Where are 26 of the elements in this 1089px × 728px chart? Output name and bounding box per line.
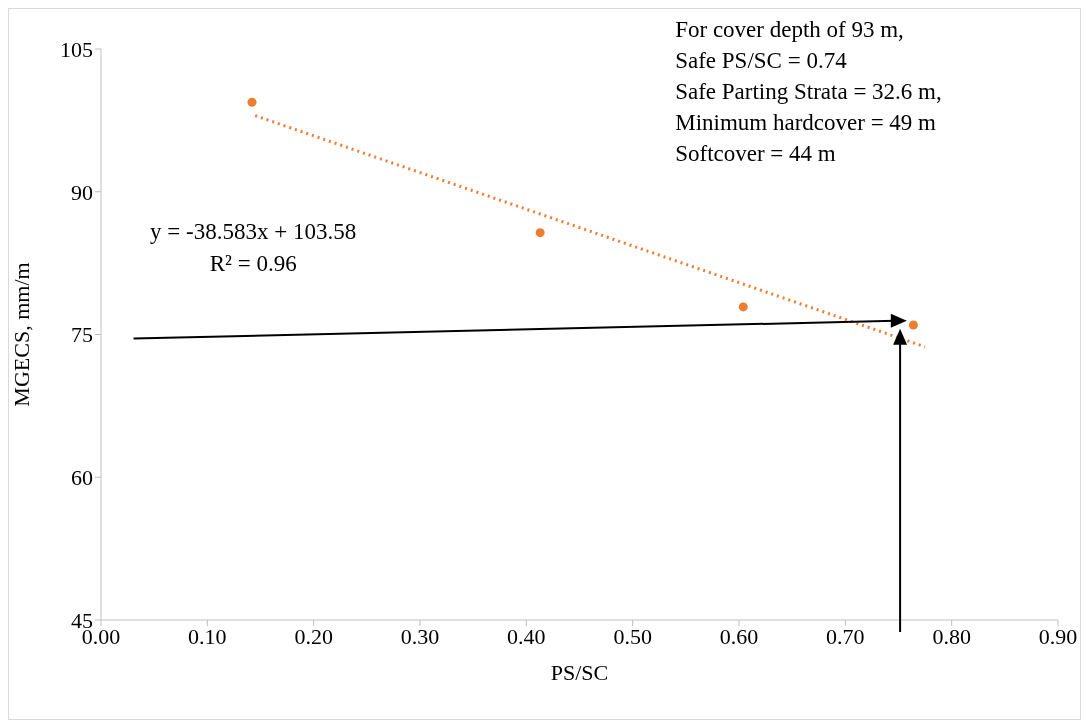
x-tick-label: 0.60 bbox=[719, 623, 759, 649]
y-tick-label: 60 bbox=[71, 465, 93, 491]
x-axis-title: PS/SC bbox=[550, 660, 609, 685]
x-tick-label: 0.80 bbox=[932, 623, 971, 649]
point bbox=[908, 320, 918, 330]
point bbox=[738, 302, 748, 312]
x-tick-label: 0.40 bbox=[507, 623, 546, 649]
text: For cover depth of 93 m, bbox=[675, 17, 904, 42]
point bbox=[535, 228, 545, 238]
y-tick-label: 90 bbox=[71, 179, 93, 205]
x-tick-label: 0.20 bbox=[294, 623, 333, 649]
y-axis-title: MGECS, mm/m bbox=[8, 262, 34, 407]
annotation: R² = 0.96 bbox=[209, 251, 297, 276]
y-tick-label: 105 bbox=[60, 36, 93, 62]
y-tick-label: 75 bbox=[71, 322, 93, 348]
annotation: y = -38.583x + 103.58 bbox=[150, 219, 357, 244]
annotation: Minimum hardcover = 49 m bbox=[675, 110, 937, 135]
point bbox=[247, 97, 257, 107]
x-tick-label: 0.90 bbox=[1038, 623, 1078, 649]
x-tick-label: 0.70 bbox=[826, 623, 865, 649]
x-tick-label: 0.10 bbox=[188, 623, 227, 649]
annotation: Safe Parting Strata = 32.6 m, bbox=[675, 79, 942, 104]
annotation: Safe PS/SC = 0.74 bbox=[675, 48, 848, 73]
annotation: Softcover = 44 m bbox=[675, 141, 836, 166]
x-tick-label: 0.30 bbox=[400, 623, 440, 649]
x-tick-label: 0.50 bbox=[613, 623, 652, 649]
